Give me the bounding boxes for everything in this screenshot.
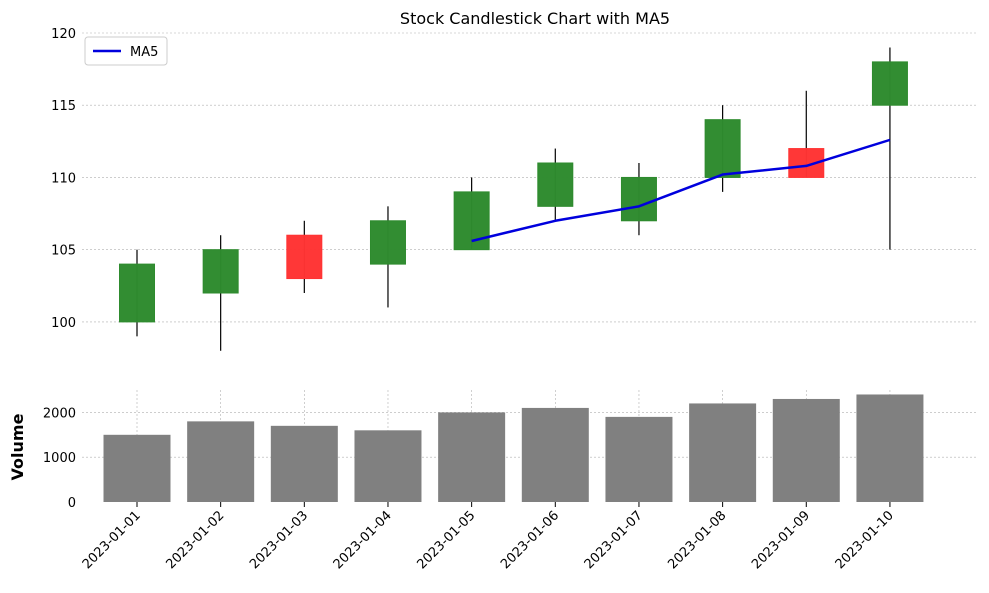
x-tick-label: 2023-01-04 <box>331 508 395 572</box>
price-tick-label: 105 <box>51 244 76 259</box>
x-tick-label: 2023-01-01 <box>80 508 144 572</box>
candle <box>369 206 406 308</box>
volume-bar <box>438 412 506 502</box>
volume-tick-label: 0 <box>68 496 76 511</box>
volume-bar <box>605 416 673 502</box>
volume-bar <box>772 398 840 502</box>
volume-bar <box>103 434 171 502</box>
chart-title: Stock Candlestick Chart with MA5 <box>400 9 670 28</box>
x-axis: 2023-01-01 2023-01-02 2023-01-03 2023-01-04… <box>80 502 897 572</box>
volume-bar <box>354 430 422 502</box>
volume-tick-label: 2000 <box>43 406 76 421</box>
candle <box>119 249 155 337</box>
price-tick-label: 100 <box>51 316 76 331</box>
candle-body <box>537 162 574 207</box>
candle <box>788 90 825 178</box>
volume-axis-label: Volume <box>8 413 27 480</box>
candle <box>537 148 574 221</box>
volume-bar <box>270 425 338 502</box>
x-tick-label: 2023-01-02 <box>163 508 227 572</box>
candlestick-series <box>119 47 908 351</box>
candle-body <box>119 263 155 323</box>
volume-y-axis: 0 1000 2000 <box>43 406 76 511</box>
volume-bar <box>689 403 757 502</box>
x-tick-label: 2023-01-09 <box>749 508 813 572</box>
volume-bar <box>521 407 589 502</box>
candle <box>871 47 908 250</box>
volume-bar <box>856 394 924 502</box>
candle-body <box>286 234 323 280</box>
legend: MA5 <box>84 36 168 66</box>
volume-bar <box>187 421 255 502</box>
x-tick-label: 2023-01-06 <box>498 508 562 572</box>
x-tick-label: 2023-01-03 <box>247 508 311 572</box>
candle-body <box>704 119 741 178</box>
candle <box>202 235 239 351</box>
x-tick-label: 2023-01-08 <box>665 508 729 572</box>
x-tick-label: 2023-01-07 <box>582 508 646 572</box>
price-tick-label: 120 <box>51 27 76 42</box>
candle-body <box>369 220 406 265</box>
price-tick-label: 115 <box>51 99 76 114</box>
price-tick-label: 110 <box>51 171 76 186</box>
legend-box <box>84 36 168 66</box>
volume-bars <box>103 394 924 502</box>
candle-body <box>620 176 657 222</box>
ma5-series <box>471 138 891 243</box>
price-y-axis: 100 105 110 115 120 <box>51 27 76 331</box>
candle <box>704 105 741 192</box>
x-tick-label: 2023-01-10 <box>833 508 897 572</box>
candle <box>620 163 657 236</box>
ma5-line <box>471 138 891 243</box>
x-tick-label: 2023-01-05 <box>414 508 478 572</box>
volume-tick-label: 1000 <box>43 451 76 466</box>
candle-body <box>871 61 908 106</box>
legend-ma5-label: MA5 <box>130 45 158 60</box>
candle <box>286 220 323 293</box>
candle-body <box>202 249 239 294</box>
